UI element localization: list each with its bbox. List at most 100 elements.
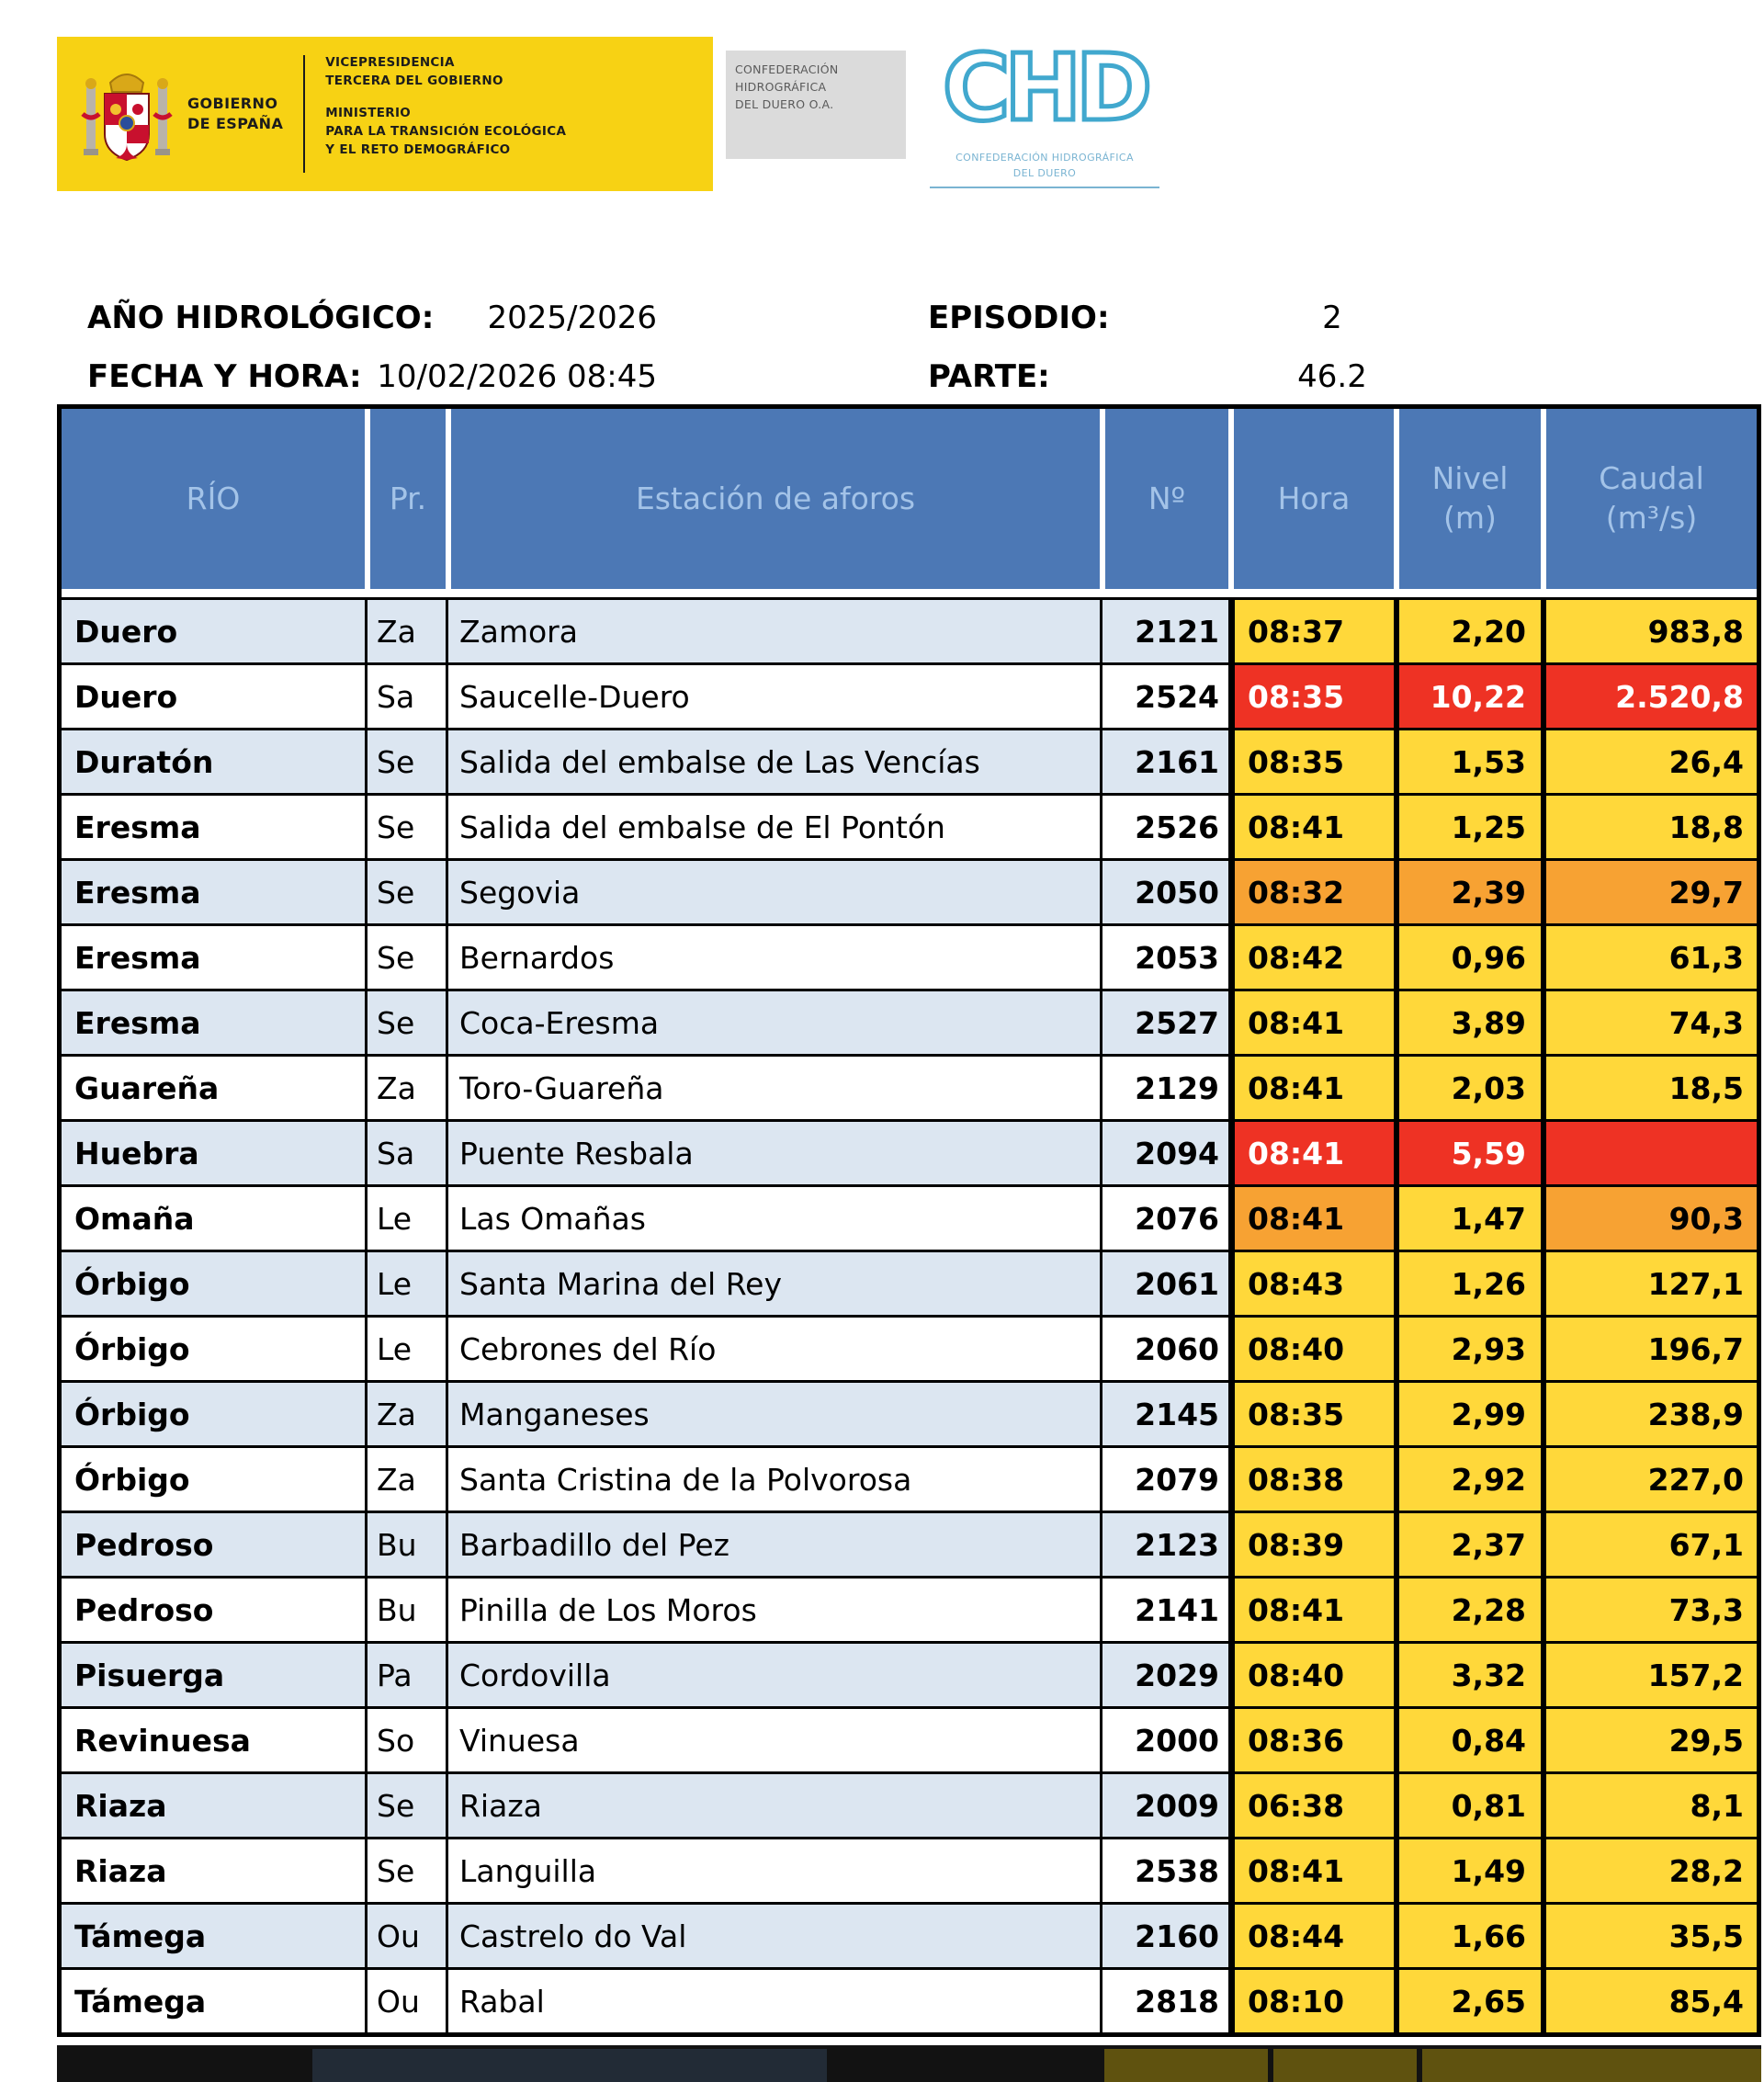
cell-hora: 08:35 bbox=[1228, 1383, 1394, 1445]
cell-hora: 08:32 bbox=[1228, 861, 1394, 923]
cell-numero: 2145 bbox=[1100, 1383, 1228, 1445]
gobierno-banner: GOBIERNO DE ESPAÑA VICEPRESIDENCIA TERCE… bbox=[57, 37, 713, 191]
cell-provincia: Le bbox=[365, 1252, 446, 1315]
header-rio: RÍO bbox=[62, 409, 365, 589]
cell-nivel: 1,53 bbox=[1394, 730, 1541, 793]
cell-numero: 2079 bbox=[1100, 1448, 1228, 1511]
cell-provincia: Se bbox=[365, 926, 446, 989]
table-row: Pisuerga Pa Cordovilla 2029 08:40 3,32 1… bbox=[62, 1641, 1757, 1706]
cell-estacion: Cebrones del Río bbox=[446, 1318, 1100, 1380]
cell-provincia: Se bbox=[365, 796, 446, 858]
cell-nivel: 1,26 bbox=[1394, 1252, 1541, 1315]
cell-hora: 08:10 bbox=[1228, 1970, 1394, 2032]
ano-hidrologico-label: AÑO HIDROLÓGICO: bbox=[87, 300, 435, 336]
cell-numero: 2094 bbox=[1100, 1122, 1228, 1184]
cell-rio: Revinuesa bbox=[74, 1722, 251, 1759]
cell-estacion: Salida del embalse de Las Vencías bbox=[446, 730, 1100, 793]
cell-numero: 2000 bbox=[1100, 1709, 1228, 1771]
cell-caudal: 90,3 bbox=[1541, 1187, 1757, 1250]
cell-caudal: 8,1 bbox=[1541, 1774, 1757, 1837]
cell-rio: Pedroso bbox=[62, 1513, 365, 1576]
cutoff-segment bbox=[312, 2049, 827, 2082]
table-row: Guareña Za Toro-Guareña 2129 08:41 2,03 … bbox=[62, 1054, 1757, 1119]
cell-rio: Pisuerga bbox=[62, 1644, 365, 1706]
cell-numero: 2053 bbox=[1100, 926, 1228, 989]
table-row: Riaza Se Riaza 2009 06:38 0,81 8,1 bbox=[62, 1771, 1757, 1837]
cell-estacion: Salida del embalse de El Pontón bbox=[446, 796, 1100, 858]
cell-caudal: 18,5 bbox=[1541, 1057, 1757, 1119]
cell-estacion: Bernardos bbox=[446, 926, 1100, 989]
cell-numero: 2538 bbox=[1100, 1839, 1228, 1902]
header-numero: Nº bbox=[1100, 409, 1228, 589]
cell-numero: 2050 bbox=[1100, 861, 1228, 923]
cell-nivel: 3,89 bbox=[1394, 991, 1541, 1054]
cell-numero: 2076 bbox=[1100, 1187, 1228, 1250]
cell-caudal: 29,5 bbox=[1541, 1709, 1757, 1771]
cutoff-segment bbox=[1273, 2049, 1417, 2082]
table-row: Eresma Se Coca-Eresma 2527 08:41 3,89 74… bbox=[62, 989, 1757, 1054]
cell-estacion: Coca-Eresma bbox=[446, 991, 1100, 1054]
cell-rio: Órbigo bbox=[62, 1252, 365, 1315]
cell-numero: 2061 bbox=[1100, 1252, 1228, 1315]
cell-estacion: Saucelle-Duero bbox=[446, 665, 1100, 728]
cell-estacion: Puente Resbala bbox=[446, 1122, 1100, 1184]
cell-nivel: 0,96 bbox=[1394, 926, 1541, 989]
cell-numero: 2123 bbox=[1100, 1513, 1228, 1576]
cell-nivel: 2,93 bbox=[1394, 1318, 1541, 1380]
table-row: Órbigo Le Cebrones del Río 2060 08:40 2,… bbox=[62, 1315, 1757, 1380]
header-caudal: Caudal (m³/s) bbox=[1541, 409, 1757, 589]
cell-nivel: 2,20 bbox=[1394, 600, 1541, 662]
cell-hora: 06:38 bbox=[1228, 1774, 1394, 1837]
cell-rio: Huebra bbox=[62, 1122, 365, 1184]
cell-caudal: 85,4 bbox=[1541, 1970, 1757, 2032]
cell-caudal: 74,3 bbox=[1541, 991, 1757, 1054]
cell-estacion: Vinuesa bbox=[446, 1709, 1100, 1771]
cell-hora: 08:41 bbox=[1228, 1578, 1394, 1641]
cell-numero: 2524 bbox=[1100, 665, 1228, 728]
cell-provincia: Se bbox=[365, 1774, 446, 1837]
cell-rio: Eresma bbox=[74, 809, 201, 845]
cell-estacion: Las Omañas bbox=[446, 1187, 1100, 1250]
cell-provincia: Ou bbox=[365, 1905, 446, 1967]
cell-numero: 2526 bbox=[1100, 796, 1228, 858]
cell-caudal: 2.520,8 bbox=[1541, 665, 1757, 728]
cell-provincia: Za bbox=[365, 1383, 446, 1445]
cell-hora: 08:41 bbox=[1228, 1057, 1394, 1119]
table-row: Riaza Se Languilla 2538 08:41 1,49 28,2 bbox=[62, 1837, 1757, 1902]
cell-nivel: 2,39 bbox=[1394, 861, 1541, 923]
cell-rio: Eresma bbox=[62, 861, 365, 923]
cell-rio: Órbigo bbox=[74, 1330, 190, 1367]
cell-nivel: 2,37 bbox=[1394, 1513, 1541, 1576]
aforos-table: RÍO Pr. Estación de aforos Nº Hora Nivel… bbox=[57, 404, 1761, 2037]
cell-numero: 2129 bbox=[1100, 1057, 1228, 1119]
cell-hora: 08:41 bbox=[1228, 991, 1394, 1054]
cell-nivel: 2,92 bbox=[1394, 1448, 1541, 1511]
cell-hora: 08:43 bbox=[1228, 1252, 1394, 1315]
cell-hora: 08:35 bbox=[1228, 665, 1394, 728]
cell-provincia: Se bbox=[365, 861, 446, 923]
cell-provincia: Bu bbox=[365, 1578, 446, 1641]
cell-caudal: 61,3 bbox=[1541, 926, 1757, 989]
cell-numero: 2160 bbox=[1100, 1905, 1228, 1967]
cell-numero: 2818 bbox=[1100, 1970, 1228, 2032]
cell-rio: Duratón bbox=[62, 730, 365, 793]
cell-estacion: Cordovilla bbox=[446, 1644, 1100, 1706]
cutoff-segment bbox=[1422, 2049, 1761, 2082]
table-row: Pedroso Bu Barbadillo del Pez 2123 08:39… bbox=[62, 1511, 1757, 1576]
cell-rio: Duero bbox=[74, 678, 178, 715]
parte-label: PARTE: bbox=[928, 358, 1050, 395]
table-row: Duero Za Zamora 2121 08:37 2,20 983,8 bbox=[62, 597, 1757, 662]
cell-estacion: Barbadillo del Pez bbox=[446, 1513, 1100, 1576]
confederacion-label: CONFEDERACIÓN HIDROGRÁFICA DEL DUERO O.A… bbox=[726, 51, 906, 159]
cell-rio: Omaña bbox=[74, 1200, 195, 1237]
ano-hidrologico-value: 2025/2026 bbox=[487, 300, 657, 336]
gobierno-de-espana-label: GOBIERNO DE ESPAÑA bbox=[187, 95, 284, 132]
cell-numero: 2009 bbox=[1100, 1774, 1228, 1837]
cell-nivel: 3,32 bbox=[1394, 1644, 1541, 1706]
cell-hora: 08:41 bbox=[1228, 1122, 1394, 1184]
cell-rio: Támega bbox=[62, 1905, 365, 1967]
cell-nivel: 1,47 bbox=[1394, 1187, 1541, 1250]
table-row: Duero Sa Saucelle-Duero 2524 08:35 10,22… bbox=[62, 662, 1757, 728]
ministry-block: VICEPRESIDENCIA TERCERA DEL GOBIERNO MIN… bbox=[325, 37, 566, 159]
cell-estacion: Pinilla de Los Moros bbox=[446, 1578, 1100, 1641]
